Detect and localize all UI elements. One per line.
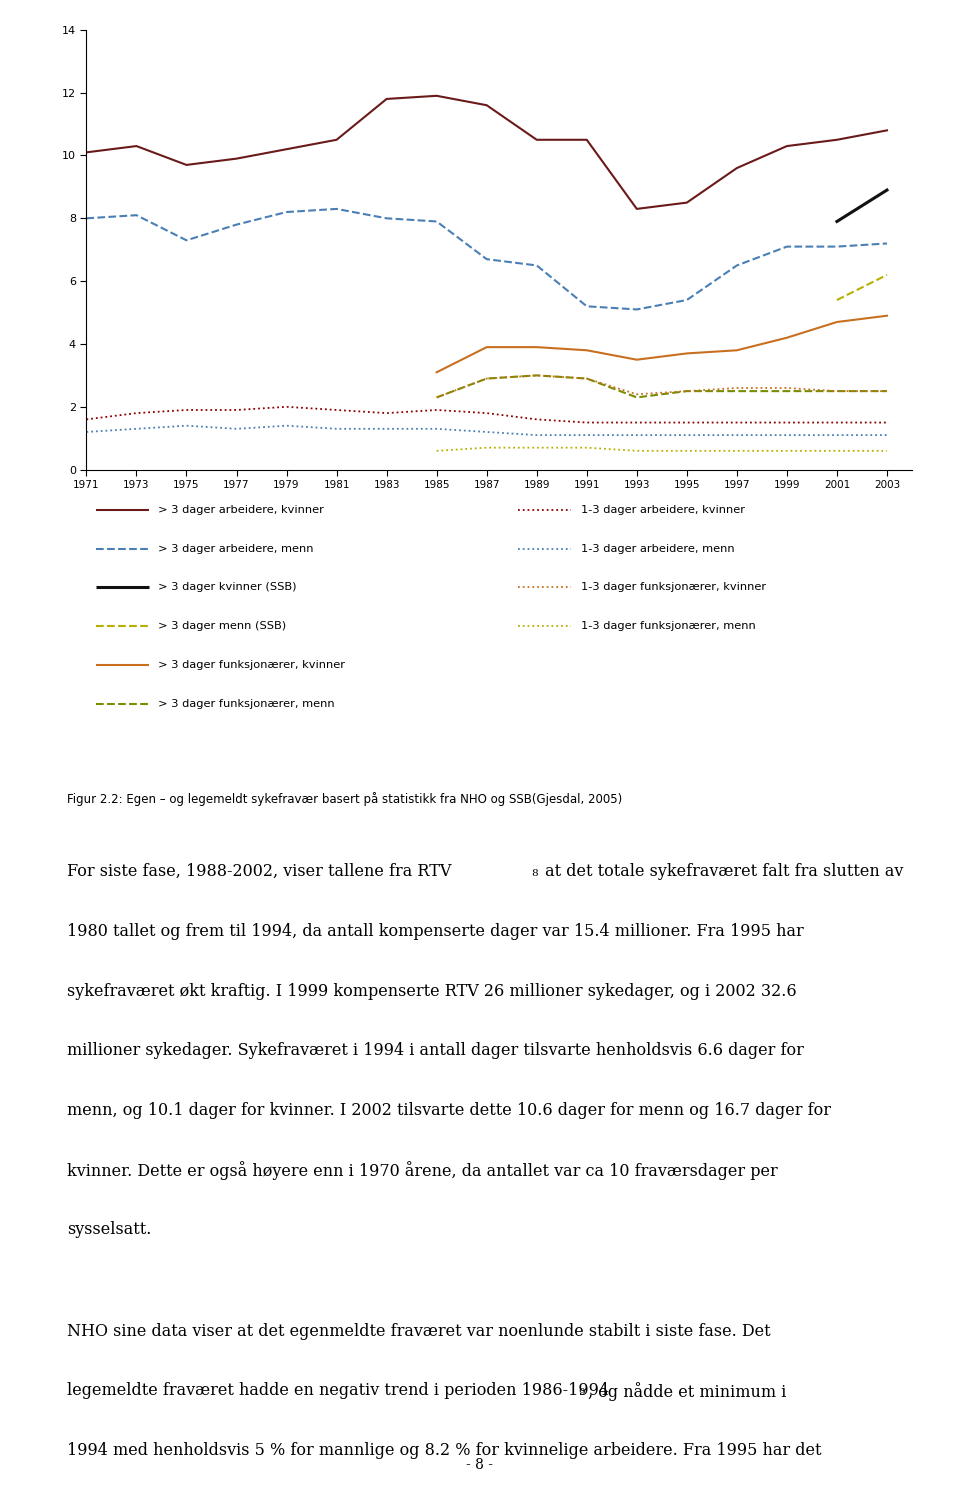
- Text: > 3 dager arbeidere, menn: > 3 dager arbeidere, menn: [158, 544, 314, 553]
- Text: , og nådde et minimum i: , og nådde et minimum i: [588, 1382, 786, 1402]
- Text: 1-3 dager arbeidere, kvinner: 1-3 dager arbeidere, kvinner: [581, 505, 745, 514]
- Text: NHO sine data viser at det egenmeldte fraværet var noenlunde stabilt i siste fas: NHO sine data viser at det egenmeldte fr…: [67, 1323, 771, 1339]
- Text: For siste fase, 1988-2002, viser tallene fra RTV: For siste fase, 1988-2002, viser tallene…: [67, 863, 451, 880]
- Text: > 3 dager menn (SSB): > 3 dager menn (SSB): [158, 622, 286, 631]
- Text: sysselsatt.: sysselsatt.: [67, 1221, 152, 1238]
- Text: Prosent av avtalt arbeidstid: Prosent av avtalt arbeidstid: [61, 0, 234, 3]
- Text: > 3 dager funksjonærer, kvinner: > 3 dager funksjonærer, kvinner: [158, 661, 346, 669]
- Text: sykefraværet økt kraftig. I 1999 kompenserte RTV 26 millioner sykedager, og i 20: sykefraværet økt kraftig. I 1999 kompens…: [67, 983, 797, 999]
- Text: legemeldte fraværet hadde en negativ trend i perioden 1986-1994: legemeldte fraværet hadde en negativ tre…: [67, 1382, 610, 1399]
- Text: at det totale sykefraværet falt fra slutten av: at det totale sykefraværet falt fra slut…: [540, 863, 904, 880]
- Text: > 3 dager arbeidere, kvinner: > 3 dager arbeidere, kvinner: [158, 505, 324, 514]
- Text: 9: 9: [578, 1388, 585, 1397]
- Text: 1-3 dager funksjonærer, menn: 1-3 dager funksjonærer, menn: [581, 622, 756, 631]
- Text: 1994 med henholdsvis 5 % for mannlige og 8.2 % for kvinnelige arbeidere. Fra 199: 1994 med henholdsvis 5 % for mannlige og…: [67, 1442, 822, 1458]
- Text: - 8 -: - 8 -: [467, 1458, 493, 1472]
- Text: > 3 dager kvinner (SSB): > 3 dager kvinner (SSB): [158, 583, 297, 592]
- Text: > 3 dager funksjonærer, menn: > 3 dager funksjonærer, menn: [158, 699, 335, 708]
- Text: 8: 8: [531, 869, 538, 878]
- Text: 1980 tallet og frem til 1994, da antall kompenserte dager var 15.4 millioner. Fr: 1980 tallet og frem til 1994, da antall …: [67, 923, 804, 939]
- Text: Figur 2.2: Egen – og legemeldt sykefravær basert på statistikk fra NHO og SSB(Gj: Figur 2.2: Egen – og legemeldt sykefravæ…: [67, 792, 622, 805]
- Text: kvinner. Dette er også høyere enn i 1970 årene, da antallet var ca 10 fraværsdag: kvinner. Dette er også høyere enn i 1970…: [67, 1161, 778, 1181]
- Text: 1-3 dager arbeidere, menn: 1-3 dager arbeidere, menn: [581, 544, 734, 553]
- Text: 1-3 dager funksjonærer, kvinner: 1-3 dager funksjonærer, kvinner: [581, 583, 766, 592]
- Text: millioner sykedager. Sykefraværet i 1994 i antall dager tilsvarte henholdsvis 6.: millioner sykedager. Sykefraværet i 1994…: [67, 1042, 804, 1059]
- Text: menn, og 10.1 dager for kvinner. I 2002 tilsvarte dette 10.6 dager for menn og 1: menn, og 10.1 dager for kvinner. I 2002 …: [67, 1102, 831, 1118]
